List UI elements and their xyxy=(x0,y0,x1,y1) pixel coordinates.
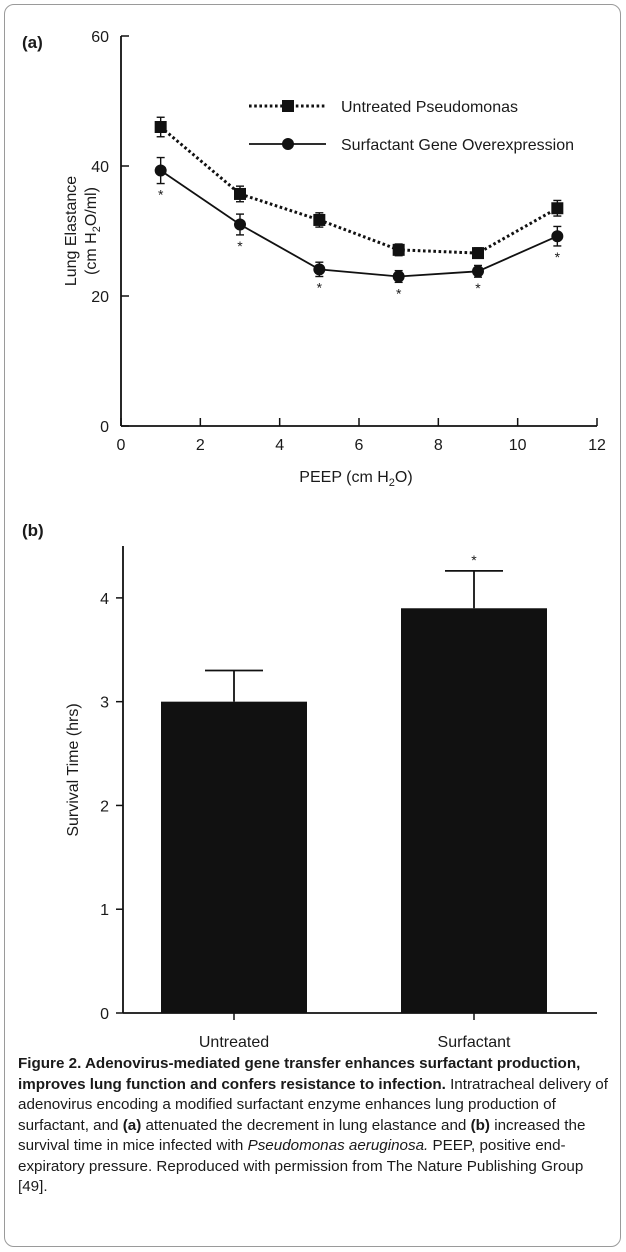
panel-a-legend-label-0: Untreated Pseudomonas xyxy=(341,99,518,116)
panel-a-significance-asterisk: * xyxy=(475,280,481,296)
caption-title: Figure 2. Adenovirus-mediated gene trans… xyxy=(18,1055,581,1093)
panel-b-significance-asterisk: * xyxy=(471,552,477,568)
panel-a-x-tick-label: 10 xyxy=(509,437,527,454)
panel-b-category-label: Surfactant xyxy=(438,1034,511,1050)
panel-a-x-tick-label: 4 xyxy=(275,437,284,454)
panel-a-marker-circle xyxy=(472,265,484,278)
panel-b-label: (b) xyxy=(22,521,44,540)
panel-a-x-tick-label: 12 xyxy=(588,437,606,454)
panel-b-category-label: Untreated xyxy=(199,1034,269,1050)
panel-a-marker-square xyxy=(313,213,326,226)
panel-a-x-axis-label: PEEP (cm H2O) xyxy=(299,469,412,489)
panel-a-axes xyxy=(120,36,597,427)
panel-a-series-line-0 xyxy=(159,125,559,255)
panel-a-marker-circle xyxy=(154,164,167,177)
panel-a-legend: Untreated Pseudomonas Surfactant Gene Ove… xyxy=(249,99,574,154)
panel-a-marker-square xyxy=(551,202,564,215)
caption-text-1: Intratracheal delivery of adenovirus enc… xyxy=(18,1075,608,1134)
panel-a-y-axis-label-line1: Lung Elastance xyxy=(63,176,80,286)
panel-a-marker-circle xyxy=(392,270,405,283)
panel-b-bar-chart: (b) 01234UntreatedPseudomonasSurfactantG… xyxy=(22,521,597,1050)
panel-a-significance-asterisk: * xyxy=(555,249,561,265)
panel-a-y-tick-label: 20 xyxy=(91,289,109,306)
panel-a-marker-circle xyxy=(551,230,564,243)
panel-a-marker-square xyxy=(392,243,405,256)
panel-b-bars: * xyxy=(161,552,547,1013)
panel-b-y-tick-label: 0 xyxy=(100,1006,109,1023)
panel-a-legend-label-1: Surfactant Gene Overexpression xyxy=(341,137,574,154)
panel-a-y-tick-label: 40 xyxy=(91,159,109,176)
panel-b-bar-1 xyxy=(401,608,547,1013)
panel-a-marker-square xyxy=(154,121,167,133)
panel-a-x-tick-label: 2 xyxy=(196,437,205,454)
panel-b-y-tick-label: 3 xyxy=(100,695,109,712)
panel-b-ticks: 01234UntreatedPseudomonasSurfactantGene … xyxy=(100,591,511,1050)
panel-b-y-tick-label: 4 xyxy=(100,591,109,608)
panel-a-significance-asterisk: * xyxy=(396,285,402,301)
panel-a-legend-marker-circle xyxy=(282,138,294,150)
panel-a-ticks: 0 20 40 60 0 2 4 6 8 10 12 xyxy=(91,29,606,454)
panel-a-x-tick-label: 0 xyxy=(117,437,126,454)
caption-text-2: attenuated the decrement in lung elastan… xyxy=(141,1116,471,1134)
panel-b-y-tick-label: 1 xyxy=(100,902,109,919)
panel-b-y-tick-label: 2 xyxy=(100,798,109,815)
panel-a-series: * * * * * * xyxy=(154,116,564,301)
panel-a-label: (a) xyxy=(22,33,43,52)
panel-b-bar-0 xyxy=(161,701,307,1013)
caption-text-4: PEEP, positive end-expiratory pressure. … xyxy=(18,1137,584,1195)
panel-b-y-axis-label: Survival Time (hrs) xyxy=(65,703,82,836)
panel-a-significance-asterisk: * xyxy=(317,280,323,296)
panel-a-marker-circle xyxy=(313,263,326,276)
panel-a-marker-square xyxy=(472,247,484,260)
caption-text-3: increased the survival time in mice infe… xyxy=(18,1116,586,1155)
caption-label-b: (b) xyxy=(470,1116,490,1134)
panel-a-x-tick-label: 6 xyxy=(355,437,364,454)
panel-a-y-tick-label: 0 xyxy=(100,419,109,436)
panel-a-legend-marker-square xyxy=(282,100,294,112)
panel-a-series-line-1 xyxy=(160,169,558,278)
panel-a-marker-circle xyxy=(234,218,246,231)
caption-species: Pseudomonas aeruginosa. xyxy=(247,1137,429,1154)
figure-caption: Figure 2. Adenovirus-mediated gene trans… xyxy=(18,1054,612,1198)
panel-a-significance-asterisk: * xyxy=(158,187,164,203)
panel-a-line-chart: (a) 0 20 40 60 0 2 4 6 8 10 12 * * * * * * Untreated Ps… xyxy=(22,29,606,489)
panel-a-x-tick-label: 8 xyxy=(434,437,443,454)
panel-a-y-tick-label: 60 xyxy=(91,29,109,46)
panel-a-y-axis-label-line2: (cm H2O/ml) xyxy=(83,187,103,275)
caption-label-a: (a) xyxy=(122,1116,142,1134)
panel-a-significance-asterisk: * xyxy=(237,238,243,254)
panel-a-marker-square xyxy=(234,187,246,200)
